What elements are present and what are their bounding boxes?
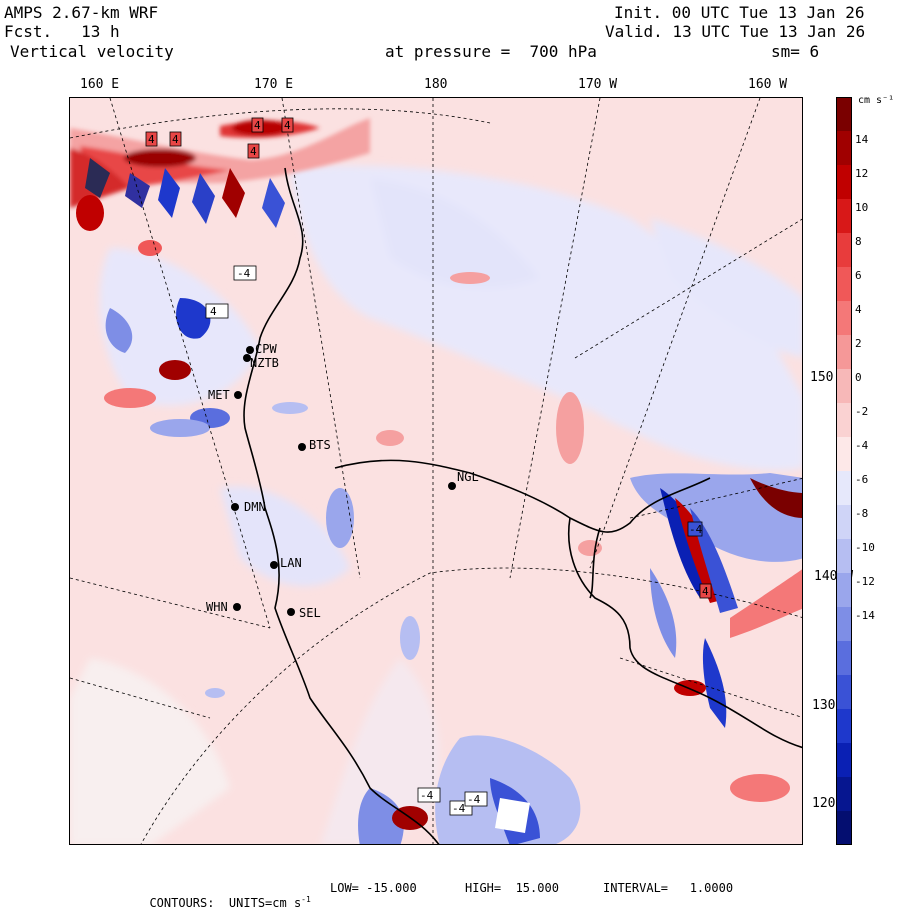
box-value-8: -4	[689, 523, 703, 536]
station-met: MET	[208, 388, 230, 402]
station-cpw: CPW	[255, 342, 277, 356]
station-dmn: DMN	[244, 500, 266, 514]
box-value-10: 4	[702, 585, 709, 598]
colorbar-tick-label: -14	[855, 609, 875, 622]
colorbar-segment	[836, 539, 852, 574]
colorbar-tick-label: -6	[855, 473, 869, 486]
colorbar-segment	[836, 369, 852, 404]
box-value-1: 4	[148, 133, 155, 146]
colorbar-tick-label: 8	[855, 235, 862, 248]
colorbar-segment	[836, 777, 852, 812]
footer-low: LOW= -15.000	[330, 881, 417, 895]
box-value-4: 4	[284, 119, 291, 132]
station-markers	[231, 346, 456, 616]
model-title: AMPS 2.67-km WRF	[4, 3, 159, 22]
colorbar-tick-label: -10	[855, 541, 875, 554]
box-value-7: 4	[210, 305, 217, 318]
lon-label-170e: 170 E	[254, 77, 294, 92]
colorbar-tick-label: 14	[855, 133, 869, 146]
station-whn: WHN	[206, 600, 228, 614]
colorbar-segment	[836, 811, 852, 845]
colorbar-segment	[836, 199, 852, 234]
coastline	[243, 167, 802, 844]
pressure-level: at pressure = 700 hPa	[385, 42, 597, 61]
box-value-11: -4	[452, 802, 466, 815]
colorbar-tick-label: -2	[855, 405, 869, 418]
station-sel: SEL	[299, 606, 321, 620]
colorbar-segment	[836, 641, 852, 676]
map-panel: 4 4 4 4 4 -4 4 -4 -4 4 -4 -4	[69, 97, 803, 845]
colorbar-segment	[836, 165, 852, 200]
vertical-velocity-field: 4 4 4 4 4 -4 4 -4 -4 4 -4 -4	[70, 98, 802, 844]
value-boxes: 4 4 4 4 4 -4 4 -4 -4 4 -4 -4	[145, 117, 712, 816]
colorbar-segment	[836, 233, 852, 268]
colorbar-tick-label: 2	[855, 337, 862, 350]
colorbar-segment	[836, 573, 852, 608]
colorbar-segment	[836, 743, 852, 778]
colorbar-segment	[836, 675, 852, 710]
colorbar-tick-label: -4	[855, 439, 869, 452]
graticule	[70, 98, 802, 844]
colorbar-segment	[836, 403, 852, 438]
colorbar-border	[836, 97, 852, 845]
init-time: Init. 00 UTC Tue 13 Jan 26	[614, 3, 865, 22]
lon-label-160w: 160 W	[748, 77, 788, 92]
colorbar-tick-label: 10	[855, 201, 869, 214]
colorbar-tick-label: 0	[855, 371, 862, 384]
colorbar-segment	[836, 97, 852, 132]
forecast-hour: Fcst. 13 h	[4, 22, 120, 41]
footer-interval: INTERVAL= 1.0000	[603, 881, 734, 895]
footer-units: CONTOURS: UNITS=cm s	[149, 896, 302, 910]
lon-label-180: 180	[424, 77, 448, 92]
box-value-9: -4	[420, 789, 434, 802]
colorbar-segment	[836, 709, 852, 744]
colorbar-tick-label: -8	[855, 507, 869, 520]
colorbar-segment	[836, 301, 852, 336]
colorbar-segment	[836, 607, 852, 642]
colorbar-segment	[836, 335, 852, 370]
colorbar-segment	[836, 131, 852, 166]
colorbar-segment	[836, 505, 852, 540]
colorbar-units: cm s⁻¹	[858, 95, 895, 106]
smoothing-value: sm= 6	[771, 42, 820, 61]
footer-high: HIGH= 15.000	[465, 881, 559, 895]
colorbar-tick-label: 12	[855, 167, 869, 180]
footer-contours: CONTOURS: UNITS=cm s-1	[135, 881, 310, 910]
box-value-3: 4	[254, 119, 261, 132]
colorbar-segment	[836, 471, 852, 506]
colorbar	[836, 97, 852, 845]
box-value-12: -4	[467, 793, 481, 806]
colorbar-tick-label: 4	[855, 303, 862, 316]
colorbar-tick-label: 6	[855, 269, 862, 282]
field-name: Vertical velocity	[10, 42, 174, 61]
colorbar-segment	[836, 267, 852, 302]
lon-label-160e: 160 E	[80, 77, 120, 92]
valid-time: Valid. 13 UTC Tue 13 Jan 26	[605, 22, 866, 41]
box-value-2: 4	[172, 133, 179, 146]
bottom-patches	[358, 735, 581, 844]
lon-label-170w: 170 W	[578, 77, 618, 92]
pale-blue-regions	[70, 165, 802, 844]
station-nztb: NZTB	[250, 356, 279, 370]
box-value-5: 4	[250, 145, 257, 158]
station-lan: LAN	[280, 556, 302, 570]
colorbar-segment	[836, 437, 852, 472]
nw-positive-band	[70, 118, 370, 208]
colorbar-tick-label: -12	[855, 575, 875, 588]
station-ngl: NGL	[457, 470, 479, 484]
nw-mixed-streaks	[76, 158, 285, 437]
station-bts: BTS	[309, 438, 331, 452]
box-value-6: -4	[237, 267, 251, 280]
